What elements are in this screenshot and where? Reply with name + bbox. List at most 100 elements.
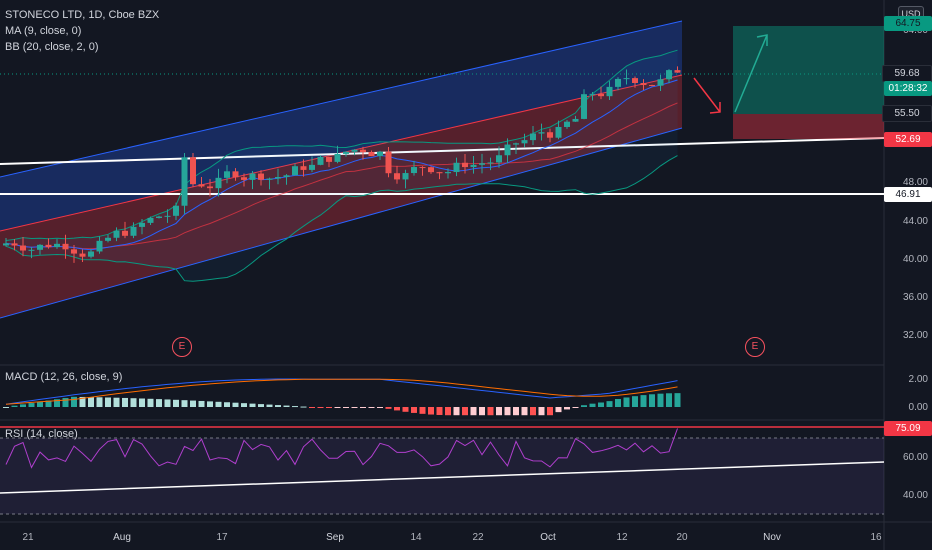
candle-body	[454, 163, 460, 172]
time-axis-label: 22	[472, 532, 483, 543]
candle-body	[632, 78, 638, 83]
macd-histogram-bar	[386, 407, 392, 409]
macd-histogram-bar	[573, 407, 579, 408]
symbol-title: STONECO LTD, 1D, Cboe BZX	[5, 8, 159, 22]
candle-body	[343, 152, 349, 154]
candle-body	[513, 143, 519, 144]
candle-body	[394, 173, 400, 179]
macd-histogram-bar	[284, 406, 290, 407]
macd-histogram-bar	[641, 395, 647, 407]
macd-histogram-bar	[615, 399, 621, 407]
candle-body	[624, 78, 630, 79]
candle-body	[190, 157, 196, 184]
price-axis-tick: 32.00	[884, 330, 928, 341]
candle-body	[530, 134, 536, 141]
candle-body	[29, 250, 35, 251]
price-tag: 46.91	[884, 187, 932, 202]
candle-body	[139, 223, 145, 227]
macd-histogram-bar	[3, 407, 9, 408]
candle-body	[369, 152, 375, 156]
macd-histogram-bar	[369, 407, 375, 408]
candle-body	[649, 85, 655, 86]
macd-histogram-bar	[505, 407, 511, 415]
legend-ma[interactable]: MA (9, close, 0)	[5, 24, 81, 38]
candle-body	[258, 174, 264, 180]
macd-histogram-bar	[173, 400, 179, 407]
candle-body	[173, 206, 179, 216]
time-axis-label: 12	[616, 532, 627, 543]
ma-indicator-label: MA (9, close, 0)	[5, 24, 81, 38]
macd-histogram-bar	[360, 407, 366, 408]
down-arrow	[694, 78, 720, 112]
candle-body	[267, 179, 273, 180]
time-axis-label: Nov	[763, 532, 781, 543]
candle-body	[216, 178, 222, 188]
target-zone	[733, 26, 884, 114]
macd-histogram-bar	[233, 403, 239, 407]
legend-symbol[interactable]: STONECO LTD, 1D, Cboe BZX	[5, 8, 159, 22]
legend-bb[interactable]: BB (20, close, 2, 0)	[5, 40, 99, 54]
macd-histogram-bar	[454, 407, 460, 415]
rsi-band	[0, 438, 884, 514]
candle-body	[445, 172, 451, 173]
candle-body	[46, 245, 52, 247]
candle-body	[3, 243, 9, 245]
candle-body	[496, 155, 502, 162]
candle-body	[224, 171, 230, 178]
macd-histogram-bar	[488, 407, 494, 415]
macd-histogram-bar	[445, 407, 451, 415]
macd-histogram-bar	[199, 401, 205, 407]
macd-histogram-bar	[462, 407, 468, 415]
macd-histogram-bar	[275, 405, 281, 407]
candle-body	[284, 175, 290, 177]
rsi-tick: 40.00	[884, 490, 928, 501]
price-tag: 59.68	[882, 65, 932, 82]
macd-histogram-bar	[624, 397, 630, 407]
candle-body	[122, 231, 128, 236]
candle-body	[148, 218, 154, 223]
macd-histogram-bar	[224, 402, 230, 407]
candle-body	[462, 163, 468, 167]
macd-histogram-bar	[267, 405, 273, 407]
price-axis-tick: 44.00	[884, 216, 928, 227]
macd-histogram-bar	[428, 407, 434, 415]
macd-histogram-bar	[241, 403, 247, 407]
macd-histogram-bar	[496, 407, 502, 415]
macd-histogram-bar	[666, 393, 672, 407]
macd-histogram-bar	[12, 406, 18, 407]
macd-histogram-bar	[539, 407, 545, 415]
macd-histogram-bar	[658, 394, 664, 407]
macd-histogram-bar	[131, 398, 137, 407]
macd-histogram-bar	[437, 407, 443, 415]
candle-body	[20, 246, 26, 251]
candle-body	[207, 186, 213, 188]
macd-histogram-bar	[547, 407, 553, 415]
candle-body	[573, 119, 579, 122]
macd-histogram-bar	[326, 407, 332, 408]
earnings-marker-upcoming[interactable]: E	[745, 337, 765, 357]
macd-histogram-bar	[148, 399, 154, 407]
candle-body	[564, 122, 570, 127]
candle-body	[675, 70, 681, 73]
macd-histogram-bar	[309, 407, 315, 408]
macd-pane-label[interactable]: MACD (12, 26, close, 9)	[5, 371, 122, 383]
time-axis-label: Oct	[540, 532, 556, 543]
macd-histogram-bar	[590, 404, 596, 407]
candle-body	[309, 165, 315, 170]
candle-body	[156, 217, 162, 218]
macd-histogram-bar	[20, 404, 26, 407]
time-axis-label: 17	[216, 532, 227, 543]
macd-histogram-bar	[471, 407, 477, 415]
macd-histogram-bar	[122, 398, 128, 407]
candle-body	[275, 177, 281, 179]
macd-histogram-bar	[250, 404, 256, 407]
macd-histogram-bar	[258, 404, 264, 407]
candle-body	[590, 94, 596, 95]
earnings-marker[interactable]: E	[172, 337, 192, 357]
macd-histogram-bar	[598, 403, 604, 407]
candle-body	[666, 70, 672, 79]
candle-body	[88, 251, 94, 256]
rsi-pane-label[interactable]: RSI (14, close)	[5, 428, 78, 440]
